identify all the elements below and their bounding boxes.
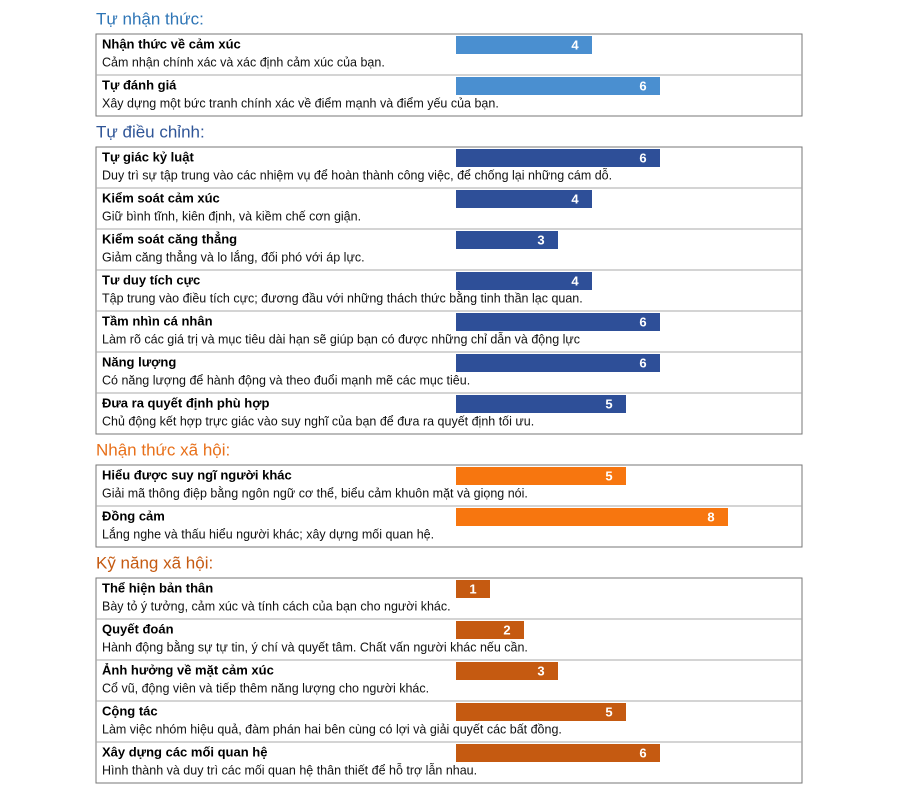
bar bbox=[456, 149, 660, 167]
value-label: 4 bbox=[571, 273, 579, 288]
value-label: 5 bbox=[605, 468, 612, 483]
item-name: Tự đánh giá bbox=[102, 77, 177, 92]
item-description: Làm việc nhóm hiệu quả, đàm phán hai bên… bbox=[102, 722, 562, 736]
item-name: Đưa ra quyết định phù hợp bbox=[102, 395, 269, 410]
item-description: Tập trung vào điều tích cực; đương đầu v… bbox=[102, 290, 583, 305]
item-name: Kiểm soát căng thẳng bbox=[102, 231, 237, 246]
item-description: Giải mã thông điệp bằng ngôn ngữ cơ thể,… bbox=[102, 485, 528, 500]
value-label: 8 bbox=[707, 509, 714, 524]
bar bbox=[456, 77, 660, 95]
section-title: Kỹ năng xã hội: bbox=[96, 553, 213, 572]
bar bbox=[456, 621, 524, 639]
bar bbox=[456, 508, 728, 526]
value-label: 6 bbox=[639, 745, 646, 760]
value-label: 6 bbox=[639, 150, 646, 165]
section-title: Tự nhận thức: bbox=[96, 9, 204, 28]
section-box bbox=[95, 577, 803, 784]
section-box bbox=[95, 146, 803, 435]
bar bbox=[456, 744, 660, 762]
value-label: 6 bbox=[639, 78, 646, 93]
item-description: Duy trì sự tập trung vào các nhiệm vụ để… bbox=[102, 167, 612, 182]
item-description: Cảm nhận chính xác và xác định cảm xúc c… bbox=[102, 55, 385, 69]
item-description: Cổ vũ, động viên và tiếp thêm năng lượng… bbox=[102, 681, 429, 695]
item-description: Giữ bình tĩnh, kiên định, và kiềm chế cơ… bbox=[102, 209, 361, 223]
item-description: Hình thành và duy trì các mối quan hệ th… bbox=[102, 762, 477, 777]
value-label: 4 bbox=[571, 191, 579, 206]
item-name: Hiểu được suy ngĩ người khác bbox=[102, 467, 292, 482]
value-label: 2 bbox=[503, 622, 510, 637]
item-description: Giảm căng thẳng và lo lắng, đối phó với … bbox=[102, 249, 365, 264]
item-description: Có năng lượng để hành động và theo đuổi … bbox=[102, 373, 470, 387]
bar bbox=[456, 36, 592, 54]
section-title: Nhận thức xã hội: bbox=[96, 440, 230, 459]
bar bbox=[456, 662, 558, 680]
item-description: Làm rõ các giá trị và mục tiêu dài hạn s… bbox=[102, 331, 580, 346]
item-name: Ảnh hưởng về mặt cảm xúc bbox=[102, 662, 274, 677]
item-name: Đồng cảm bbox=[102, 508, 165, 523]
bar bbox=[456, 580, 490, 598]
item-name: Quyết đoán bbox=[102, 621, 174, 636]
item-name: Thể hiện bản thân bbox=[102, 580, 213, 595]
item-description: Bày tỏ ý tưởng, cảm xúc và tính cách của… bbox=[102, 599, 451, 613]
item-name: Tư duy tích cực bbox=[102, 272, 200, 287]
bar bbox=[456, 467, 626, 485]
item-description: Lắng nghe và thấu hiểu người khác; xây d… bbox=[102, 526, 434, 541]
bar bbox=[456, 354, 660, 372]
bar bbox=[456, 313, 660, 331]
bar bbox=[456, 190, 592, 208]
item-name: Nhận thức về cảm xúc bbox=[102, 36, 241, 51]
bar bbox=[456, 231, 558, 249]
item-name: Kiểm soát cảm xúc bbox=[102, 190, 220, 205]
item-name: Xây dựng các mối quan hệ bbox=[102, 744, 267, 759]
item-name: Tầm nhìn cá nhân bbox=[102, 313, 213, 328]
item-description: Chủ động kết hợp trực giác vào suy nghĩ … bbox=[102, 414, 534, 428]
value-label: 5 bbox=[605, 704, 612, 719]
item-name: Năng lượng bbox=[102, 354, 176, 369]
item-name: Cộng tác bbox=[102, 703, 158, 718]
bar bbox=[456, 272, 592, 290]
value-label: 1 bbox=[469, 581, 476, 596]
value-label: 6 bbox=[639, 355, 646, 370]
item-name: Tự giác kỷ luật bbox=[102, 149, 194, 164]
bar bbox=[456, 395, 626, 413]
value-label: 6 bbox=[639, 314, 646, 329]
item-description: Xây dựng một bức tranh chính xác về điểm… bbox=[102, 96, 499, 110]
item-description: Hành động bằng sự tự tin, ý chí và quyết… bbox=[102, 639, 528, 654]
section-title: Tự điều chỉnh: bbox=[96, 122, 205, 141]
value-label: 4 bbox=[571, 37, 579, 52]
value-label: 3 bbox=[537, 232, 544, 247]
bar bbox=[456, 703, 626, 721]
value-label: 3 bbox=[537, 663, 544, 678]
value-label: 5 bbox=[605, 396, 612, 411]
